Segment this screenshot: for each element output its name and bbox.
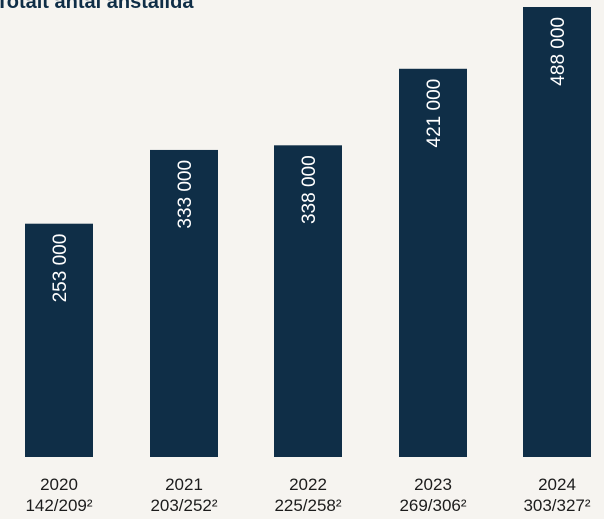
bar-2021	[150, 149, 218, 457]
category-sublabel: 269/306²	[399, 496, 466, 515]
bar-value-label: 421 000	[424, 79, 445, 148]
category-sublabel: 142/209²	[25, 496, 92, 515]
category-label: 2020	[40, 475, 78, 494]
bar-2022	[274, 145, 342, 457]
chart-title: Totalt antal anställda	[0, 0, 194, 13]
category-label: 2023	[414, 475, 452, 494]
bar-value-label: 253 000	[50, 234, 71, 303]
category-sublabel: 203/252²	[150, 496, 217, 515]
category-label: 2021	[165, 475, 203, 494]
bar-2024	[523, 7, 591, 457]
bar-2020	[25, 223, 93, 457]
bar-value-label: 333 000	[175, 160, 196, 229]
category-label: 2022	[289, 475, 327, 494]
bar-value-label: 488 000	[548, 17, 569, 86]
category-label: 2024	[538, 475, 576, 494]
category-sublabel: 225/258²	[274, 496, 341, 515]
category-sublabel: 303/327²	[523, 496, 590, 515]
bar-value-label: 338 000	[299, 155, 320, 224]
bar-2023	[399, 68, 467, 458]
